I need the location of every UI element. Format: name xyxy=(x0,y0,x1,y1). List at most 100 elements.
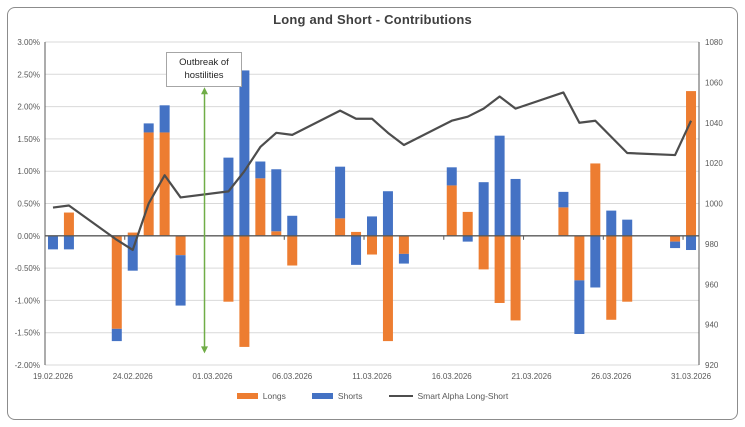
bar-longs-24.03.2026[interactable] xyxy=(574,235,585,281)
bar-shorts-20.03.2026[interactable] xyxy=(510,178,521,236)
bar-shorts-26.03.2026[interactable] xyxy=(606,210,617,236)
y-axis-label-right: 1080 xyxy=(705,38,723,47)
bar-longs-26.02.2026[interactable] xyxy=(159,132,170,236)
bar-longs-31.03.2026[interactable] xyxy=(686,91,697,236)
annotation-box[interactable]: Outbreak of hostilities xyxy=(166,52,242,87)
bar-shorts-24.03.2026[interactable] xyxy=(574,280,585,334)
y-axis-label-right: 980 xyxy=(705,240,719,249)
y-axis-label-left: 2.00% xyxy=(17,103,40,112)
legend: Longs Shorts Smart Alpha Long-Short xyxy=(0,391,745,401)
x-axis-label: 06.03.2026 xyxy=(272,372,313,381)
legend-item-longs[interactable]: Longs xyxy=(236,391,286,401)
y-axis-label-left: -1.50% xyxy=(15,329,40,338)
legend-swatch-line xyxy=(388,395,413,397)
bar-shorts-27.03.2026[interactable] xyxy=(622,219,633,236)
y-axis-label-left: 0.00% xyxy=(17,232,40,241)
y-axis-label-right: 1040 xyxy=(705,119,723,128)
bar-shorts-23.02.2026[interactable] xyxy=(111,328,122,342)
bar-longs-25.02.2026[interactable] xyxy=(143,132,154,236)
bar-shorts-24.02.2026[interactable] xyxy=(127,235,138,271)
bar-longs-10.03.2026[interactable] xyxy=(351,231,362,236)
bar-longs-25.03.2026[interactable] xyxy=(590,163,601,236)
bar-shorts-12.03.2026[interactable] xyxy=(382,191,393,236)
bar-longs-23.03.2026[interactable] xyxy=(558,207,569,236)
bar-longs-17.03.2026[interactable] xyxy=(462,211,473,236)
legend-swatch-bar xyxy=(311,393,333,399)
bar-longs-27.02.2026[interactable] xyxy=(175,235,186,256)
bar-longs-09.03.2026[interactable] xyxy=(335,218,346,236)
outbreak-arrow-head-top xyxy=(201,87,209,95)
bar-shorts-03.03.2026[interactable] xyxy=(239,70,250,236)
y-axis-label-right: 940 xyxy=(705,321,719,330)
bar-shorts-30.03.2026[interactable] xyxy=(670,241,681,249)
bar-longs-30.03.2026[interactable] xyxy=(670,235,681,242)
bar-longs-23.02.2026[interactable] xyxy=(111,235,122,329)
bar-longs-26.03.2026[interactable] xyxy=(606,235,617,320)
bar-shorts-31.03.2026[interactable] xyxy=(686,235,697,251)
bar-longs-04.03.2026[interactable] xyxy=(255,178,266,236)
y-axis-label-right: 960 xyxy=(705,280,719,289)
bar-shorts-13.03.2026[interactable] xyxy=(398,253,409,264)
bar-longs-02.03.2026[interactable] xyxy=(223,235,234,302)
bar-longs-16.03.2026[interactable] xyxy=(446,185,457,236)
annotation-line-2: hostilities xyxy=(184,69,224,81)
y-axis-label-left: 2.50% xyxy=(17,70,40,79)
x-axis-label: 19.02.2026 xyxy=(33,372,74,381)
bar-shorts-11.03.2026[interactable] xyxy=(367,216,377,236)
y-axis-label-right: 1000 xyxy=(705,200,723,209)
y-axis-label-left: 3.00% xyxy=(17,38,40,47)
bar-shorts-23.03.2026[interactable] xyxy=(558,191,569,208)
bar-longs-27.03.2026[interactable] xyxy=(622,235,633,302)
bar-longs-20.03.2026[interactable] xyxy=(510,235,521,321)
bar-shorts-19.02.2026[interactable] xyxy=(47,235,58,250)
bar-shorts-27.02.2026[interactable] xyxy=(175,255,186,306)
bar-shorts-16.03.2026[interactable] xyxy=(446,167,457,186)
bar-shorts-06.03.2026[interactable] xyxy=(287,215,298,236)
y-axis-label-left: 1.00% xyxy=(17,167,40,176)
bar-shorts-04.03.2026[interactable] xyxy=(255,161,266,179)
y-axis-label-left: 1.50% xyxy=(17,135,40,144)
bar-shorts-02.03.2026[interactable] xyxy=(223,157,234,236)
bar-shorts-25.03.2026[interactable] xyxy=(590,235,601,288)
y-axis-label-left: 0.50% xyxy=(17,200,40,209)
y-axis-label-right: 1060 xyxy=(705,78,723,87)
legend-label: Smart Alpha Long-Short xyxy=(417,391,509,401)
y-axis-label-right: 1020 xyxy=(705,159,723,168)
x-axis-label: 11.03.2026 xyxy=(352,372,392,381)
bar-shorts-20.02.2026[interactable] xyxy=(63,235,74,250)
bar-longs-06.03.2026[interactable] xyxy=(287,235,298,266)
y-axis-label-left: -2.00% xyxy=(15,361,40,370)
bar-shorts-19.03.2026[interactable] xyxy=(494,135,505,236)
x-axis-label: 16.03.2026 xyxy=(432,372,473,381)
x-axis-label: 31.03.2026 xyxy=(671,372,712,381)
legend-item-shorts[interactable]: Shorts xyxy=(311,391,363,401)
bar-shorts-09.03.2026[interactable] xyxy=(335,166,346,219)
smart-alpha-line[interactable] xyxy=(52,91,693,252)
bar-longs-24.02.2026[interactable] xyxy=(127,232,138,236)
bar-longs-18.03.2026[interactable] xyxy=(478,235,489,270)
bar-longs-20.02.2026[interactable] xyxy=(63,212,74,236)
bar-longs-05.03.2026[interactable] xyxy=(271,231,282,236)
bar-shorts-05.03.2026[interactable] xyxy=(271,169,282,232)
bar-longs-03.03.2026[interactable] xyxy=(239,235,250,347)
x-axis-label: 01.03.2026 xyxy=(192,372,233,381)
legend-swatch-bar xyxy=(236,393,258,399)
x-axis-label: 21.03.2026 xyxy=(511,372,552,381)
x-axis-label: 26.03.2026 xyxy=(591,372,632,381)
chart-title[interactable]: Long and Short - Contributions xyxy=(273,12,472,27)
bar-longs-11.03.2026[interactable] xyxy=(367,235,377,255)
legend-label: Longs xyxy=(262,391,286,401)
bar-longs-13.03.2026[interactable] xyxy=(398,235,409,254)
bar-shorts-26.02.2026[interactable] xyxy=(159,105,170,133)
legend-item-smart-alpha-long-short[interactable]: Smart Alpha Long-Short xyxy=(388,391,509,401)
bar-shorts-10.03.2026[interactable] xyxy=(351,235,362,265)
y-axis-label-left: -1.00% xyxy=(15,296,40,305)
bar-shorts-25.02.2026[interactable] xyxy=(143,123,154,133)
bar-longs-19.03.2026[interactable] xyxy=(494,235,505,303)
bar-longs-12.03.2026[interactable] xyxy=(382,235,393,342)
y-axis-label-right: 920 xyxy=(705,361,719,370)
bar-shorts-17.03.2026[interactable] xyxy=(462,235,473,242)
bar-shorts-18.03.2026[interactable] xyxy=(478,182,489,236)
annotation-line-1: Outbreak of xyxy=(179,56,229,68)
